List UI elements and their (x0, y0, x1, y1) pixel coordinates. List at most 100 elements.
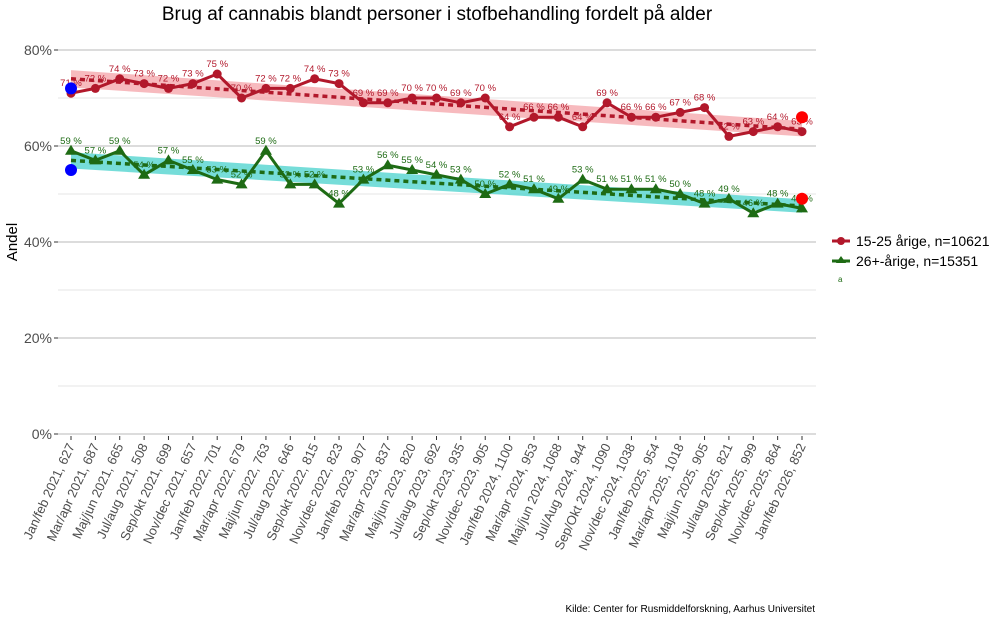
highlight-marker (65, 82, 77, 95)
data-point (724, 131, 734, 141)
grid (58, 49, 816, 435)
data-point (527, 183, 540, 194)
data-label: 50 % (474, 179, 496, 190)
data-label: 69 % (450, 88, 472, 99)
data-point (456, 98, 466, 108)
data-label: 57 % (85, 145, 107, 156)
data-label: 64 % (499, 112, 521, 123)
data-label: 66 % (523, 102, 545, 113)
data-label: 72 % (158, 73, 180, 84)
data-label: 57 % (158, 145, 180, 156)
data-label: 59 % (60, 136, 82, 147)
legend-item-15-25[interactable]: 15-25 årige, n=10621 (832, 233, 990, 249)
data-point (285, 83, 295, 93)
y-axis-label: Andel (4, 223, 21, 261)
data-point (90, 83, 100, 93)
data-label: 73 % (133, 69, 155, 80)
data-point (698, 197, 711, 208)
data-point (700, 103, 710, 113)
chart-title: Brug af cannabis blandt personer i stofb… (162, 4, 713, 25)
data-label: 59 % (255, 136, 277, 147)
data-point (65, 144, 77, 155)
data-point (454, 173, 467, 184)
data-label: 70 % (474, 83, 496, 94)
y-tick-label: 20% (24, 330, 52, 346)
data-point (503, 178, 516, 189)
data-point (406, 164, 419, 174)
y-tick-label: 60% (24, 138, 52, 154)
data-label: 52 % (499, 169, 521, 180)
data-label: 51 % (596, 174, 618, 185)
legend: 15-25 årige, n=10621 26+-årige, n=15351 … (832, 233, 990, 284)
data-label: 73 % (182, 69, 204, 80)
data-point (383, 98, 393, 108)
highlight-marker (796, 111, 808, 124)
data-point (89, 154, 102, 165)
data-label: 74 % (109, 64, 131, 75)
data-point (796, 202, 808, 213)
highlight-marker (65, 164, 77, 176)
data-point (334, 79, 344, 89)
data-labels: 71 % 72 %74 % 73 % 72 % 73 %75 %70 %72 % 72 %… (60, 59, 813, 209)
data-label: 67 % (669, 97, 691, 108)
data-label: 53 % (572, 165, 594, 176)
data-point (259, 144, 272, 155)
caption: Kilde: Center for Rusmiddelforskning, Aa… (565, 604, 815, 615)
data-point (651, 112, 661, 122)
data-label: 55 % (401, 155, 423, 166)
data-label: 53 % (353, 165, 375, 176)
data-point (235, 178, 248, 189)
data-label: 69 % (596, 88, 618, 99)
data-point (237, 93, 247, 103)
data-label: 56 % (377, 150, 399, 161)
data-label: 72 % (85, 73, 107, 84)
data-point (578, 122, 588, 132)
data-point (576, 173, 589, 184)
data-point (407, 93, 417, 103)
data-point (284, 178, 297, 189)
data-label: 46 % (742, 198, 764, 209)
data-label: 52 % (279, 169, 301, 180)
data-point (601, 183, 614, 194)
y-axis: 0% 20% 40% 60% 80% (24, 42, 58, 442)
data-label: 53 % (450, 165, 472, 176)
data-label: 74 % (304, 64, 326, 75)
data-point (381, 159, 394, 170)
data-point (357, 173, 370, 184)
data-label: 70 % (401, 83, 423, 94)
data-label: 69 % (377, 88, 399, 99)
legend-item-26plus[interactable]: 26+-årige, n=15351 (832, 253, 978, 269)
data-point (138, 168, 151, 179)
data-point (162, 154, 175, 165)
data-label: 52 % (231, 169, 253, 180)
data-point (529, 112, 539, 122)
legend-marker-triangle (836, 256, 846, 263)
data-point (115, 74, 125, 84)
data-point (626, 112, 636, 122)
data-point (722, 192, 735, 203)
data-label: 70 % (231, 83, 253, 94)
data-point (649, 183, 662, 194)
data-label: 69 % (353, 88, 375, 99)
data-point (602, 98, 612, 108)
data-point (553, 112, 563, 122)
data-label: 48 % (767, 189, 789, 200)
data-label: 72 % (279, 73, 301, 84)
data-point (358, 98, 368, 108)
data-point (747, 207, 760, 218)
data-label: 66 % (548, 102, 570, 113)
data-point (748, 127, 758, 137)
data-label: 52 % (304, 169, 326, 180)
data-point (261, 83, 271, 93)
data-label: 53 % (206, 165, 228, 176)
data-label: 51 % (645, 174, 667, 185)
data-label: 54 % (133, 160, 155, 171)
y-tick-label: 40% (24, 234, 52, 250)
data-label: 73 % (328, 69, 350, 80)
data-label: 59 % (109, 136, 131, 147)
data-label: 48 % (694, 189, 716, 200)
data-point (625, 183, 638, 194)
data-point (773, 122, 783, 132)
